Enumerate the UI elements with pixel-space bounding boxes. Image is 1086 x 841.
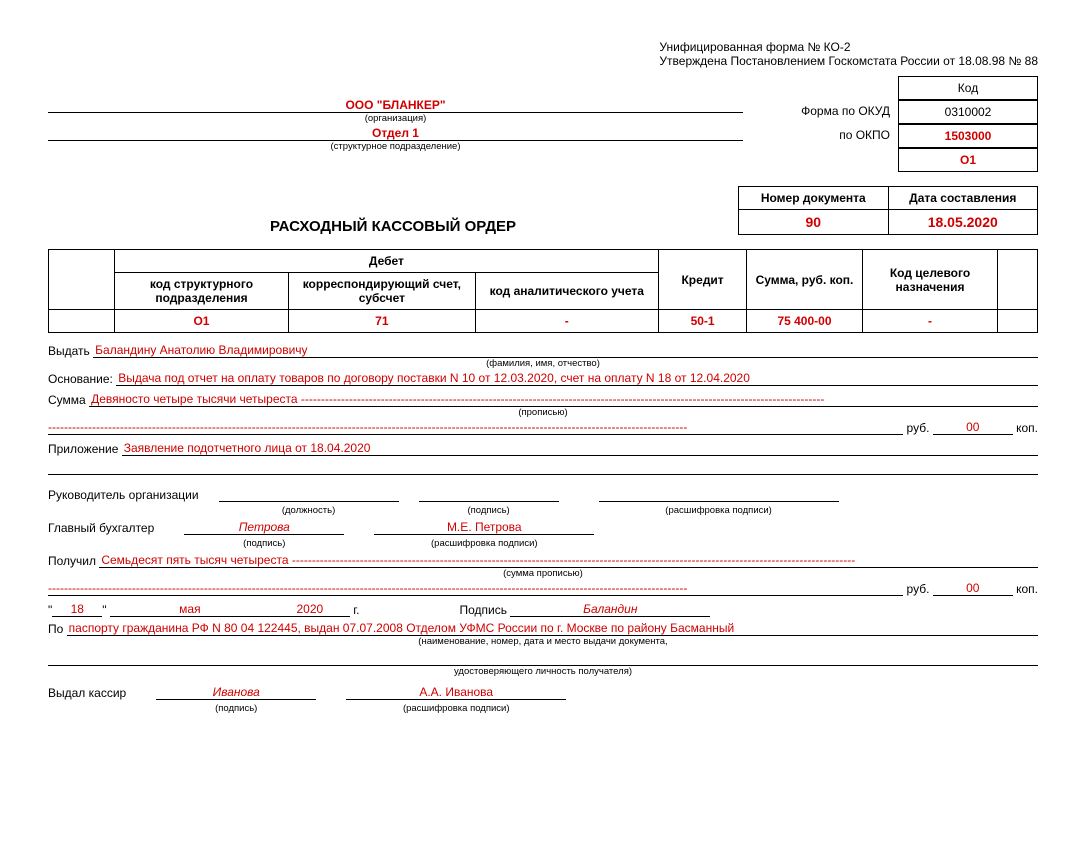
director-sign [419,487,559,502]
th-credit: Кредит [658,250,747,310]
decode-sub1: (расшифровка подписи) [599,505,839,516]
kop-label2: коп. [1016,582,1038,596]
cashier-sign: Иванова [156,685,316,700]
received-sub: (сумма прописью) [48,568,1038,579]
director-decode [599,487,839,502]
director-position [219,487,399,502]
sum-dash2: ----------------------------------------… [48,420,903,435]
attach-label: Приложение [48,442,118,456]
th-struct: код структурного подразделения [115,273,289,310]
po-label: По [48,622,63,636]
issue-sub: (фамилия, имя, отчество) [48,358,1038,369]
accountant-sign: Петрова [184,520,344,535]
okpo-value: 1503000 [899,125,1038,148]
issue-value: Баландину Анатолию Владимировичу [93,343,1038,358]
sum-sub: (прописью) [48,407,1038,418]
position-sub: (должность) [219,505,399,516]
passport-value: паспорту гражданина РФ N 80 04 122445, в… [67,621,1038,636]
sum-words: Девяносто четыре тысячи четыреста ------… [89,392,1038,407]
dept-name: Отдел 1 [372,126,419,140]
r-anal: - [475,310,658,333]
r-empty [49,310,115,333]
kop-value2: 00 [933,581,1013,596]
recipient-sign: Баландин [510,602,710,617]
sign-sub2: (подпись) [184,538,344,549]
sign-label: Подпись [459,603,507,617]
doc-date: 18.05.2020 [888,210,1038,235]
rub-label: руб. [907,421,930,435]
r-struct: О1 [115,310,289,333]
th-sum: Сумма, руб. коп. [747,250,862,310]
r-sum: 75 400-00 [747,310,862,333]
org-name: ООО "БЛАНКЕР" [345,98,445,112]
doc-date-label: Дата составления [888,187,1038,210]
passport-sub2: удостоверяющего личность получателя) [48,666,1038,677]
year-suffix: г. [353,603,359,617]
sum-label: Сумма [48,393,86,407]
issue-label: Выдать [48,344,90,358]
accountant-name: М.Е. Петрова [374,520,594,535]
doc-title: РАСХОДНЫЙ КАССОВЫЙ ОРДЕР [270,218,516,235]
attach-value: Заявление подотчетного лица от 18.04.202… [122,441,1038,456]
cashier-name: А.А. Иванова [346,685,566,700]
r-corr: 71 [288,310,475,333]
cashier-label: Выдал кассир [48,686,126,700]
r-credit: 50-1 [658,310,747,333]
okud-label: Форма по ОКУД [753,100,898,124]
th-anal: код аналитического учета [475,273,658,310]
form-line2: Утверждена Постановлением Госкомстата Ро… [659,54,1038,68]
th-corr: корреспондирующий счет, субсчет [288,273,475,310]
code-header: Код [899,77,1038,100]
kop-value: 00 [933,420,1013,435]
th-purpose: Код целевого назначения [862,250,998,310]
received-label: Получил [48,554,96,568]
th-debit: Дебет [115,250,659,273]
decode-sub2: (расшифровка подписи) [374,538,594,549]
kop-label: коп. [1016,421,1038,435]
decode-sub3: (расшифровка подписи) [346,703,566,714]
doc-num: 90 [739,210,889,235]
r-purpose: - [862,310,998,333]
received-dash2: ----------------------------------------… [48,581,903,596]
rub-label2: руб. [907,582,930,596]
date-month: мая [110,602,270,617]
director-label: Руководитель организации [48,488,199,502]
okud-value: 0310002 [899,101,1038,124]
date-day: 18 [52,602,102,617]
date-year: 2020 [270,602,350,617]
passport-sub: (наименование, номер, дата и место выдач… [48,636,1038,647]
okpo-label: по ОКПО [753,124,898,148]
sign-sub3: (подпись) [156,703,316,714]
basis-value: Выдача под отчет на оплату товаров по до… [116,371,1038,386]
org-sublabel: (организация) [48,113,743,124]
received-words: Семьдесят пять тысяч четыреста ---------… [99,553,1038,568]
doc-num-label: Номер документа [739,187,889,210]
form-line1: Унифицированная форма № КО-2 [659,40,1038,54]
accountant-label: Главный бухгалтер [48,521,154,535]
dept-sublabel: (структурное подразделение) [48,141,743,152]
basis-label: Основание: [48,372,113,386]
sub-code: О1 [899,149,1038,172]
sign-sub1: (подпись) [419,505,559,516]
